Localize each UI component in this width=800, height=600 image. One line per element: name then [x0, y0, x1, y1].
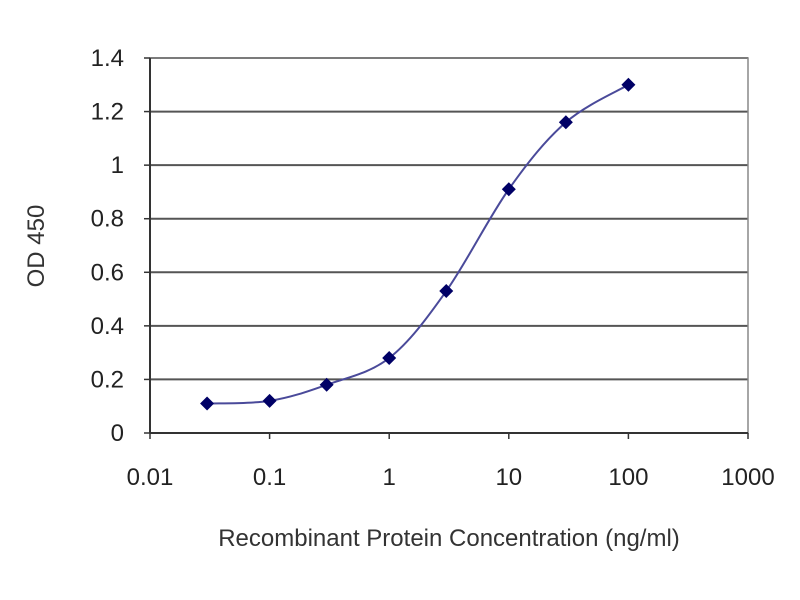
x-tick-label: 10 — [495, 464, 522, 491]
data-point — [558, 115, 573, 130]
data-point — [439, 284, 454, 299]
x-tick-label: 1000 — [721, 464, 774, 491]
y-tick-label: 0.2 — [91, 366, 124, 393]
x-tick-label: 1 — [383, 464, 396, 491]
data-point — [262, 393, 277, 408]
x-tick-label: 0.01 — [127, 464, 174, 491]
y-tick-label: 0.4 — [91, 313, 124, 340]
data-point — [501, 182, 516, 197]
y-tick-label: 1.2 — [91, 99, 124, 126]
plot-frame — [149, 57, 749, 434]
y-tick-label: 1.4 — [91, 45, 124, 72]
y-tick-label: 0 — [111, 420, 124, 447]
data-point — [200, 396, 215, 411]
x-axis-label: Recombinant Protein Concentration (ng/ml… — [218, 525, 680, 552]
x-tick-label: 100 — [608, 464, 648, 491]
data-point — [621, 77, 636, 92]
y-axis-label: OD 450 — [23, 205, 50, 288]
y-tick-label: 1 — [111, 152, 124, 179]
series-line — [207, 83, 629, 405]
y-tick-label: 0.8 — [91, 206, 124, 233]
y-tick-label: 0.6 — [91, 259, 124, 286]
data-point — [382, 351, 397, 365]
x-tick-label: 0.1 — [253, 464, 286, 491]
data-point — [319, 377, 334, 392]
